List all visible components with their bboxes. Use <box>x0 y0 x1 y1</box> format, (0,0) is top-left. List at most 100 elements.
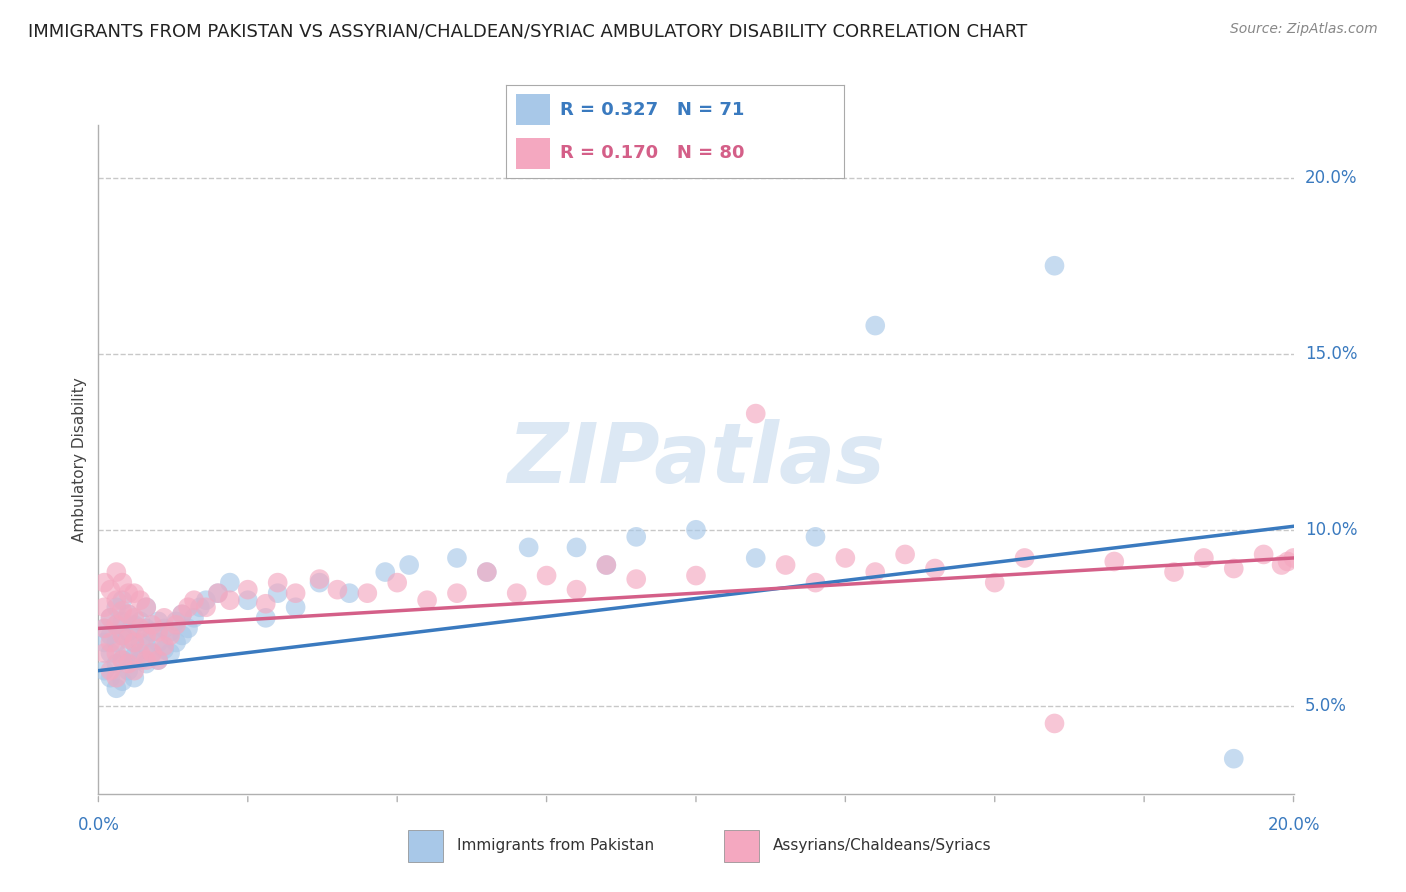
Point <box>1104 554 1126 568</box>
Point <box>111 575 134 590</box>
Point <box>536 568 558 582</box>
Point <box>93 664 115 678</box>
Point <box>135 600 157 615</box>
Point <box>446 586 468 600</box>
Point <box>124 618 146 632</box>
Point <box>117 664 139 678</box>
Point <box>188 600 211 615</box>
Point <box>98 628 122 642</box>
Point <box>111 653 134 667</box>
Point <box>111 604 134 618</box>
Point <box>236 582 259 597</box>
Point <box>1253 548 1275 562</box>
Point <box>284 600 307 615</box>
Point <box>111 674 134 689</box>
Point <box>124 586 146 600</box>
Point <box>129 653 152 667</box>
Point <box>129 646 152 660</box>
Point <box>124 635 146 649</box>
Point <box>207 586 229 600</box>
Point <box>117 624 139 639</box>
Point <box>194 600 218 615</box>
Point <box>565 582 588 597</box>
Point <box>159 628 181 642</box>
Point <box>804 530 827 544</box>
Point <box>1277 554 1299 568</box>
Bar <box>724 830 759 863</box>
Point <box>1014 551 1036 566</box>
Point <box>416 593 439 607</box>
Point <box>165 615 187 629</box>
Text: 5.0%: 5.0% <box>1305 697 1347 714</box>
Point <box>129 635 152 649</box>
Point <box>236 593 259 607</box>
Y-axis label: Ambulatory Disability: Ambulatory Disability <box>72 377 87 541</box>
Point <box>124 671 146 685</box>
Point <box>339 586 360 600</box>
Point <box>446 551 468 566</box>
Point <box>165 618 187 632</box>
Point <box>207 586 229 600</box>
Point <box>148 635 170 649</box>
Point <box>111 628 134 642</box>
Point <box>117 646 139 660</box>
Point <box>284 586 307 600</box>
Point <box>595 558 617 572</box>
Point <box>745 407 768 421</box>
Point <box>135 639 157 653</box>
Bar <box>408 830 443 863</box>
Point <box>172 628 194 642</box>
Point <box>517 541 540 555</box>
Point <box>1223 561 1246 575</box>
Point <box>141 618 163 632</box>
Point <box>177 600 200 615</box>
Point <box>135 657 157 671</box>
Point <box>177 621 200 635</box>
Point <box>124 664 146 678</box>
Point <box>254 597 277 611</box>
Point <box>105 600 128 615</box>
Point <box>685 568 707 582</box>
Point <box>804 575 827 590</box>
Point <box>356 586 378 600</box>
Point <box>117 607 139 622</box>
Text: 20.0%: 20.0% <box>1305 169 1357 186</box>
Point <box>117 586 139 600</box>
Point <box>129 593 152 607</box>
Point <box>93 646 115 660</box>
Point <box>111 628 134 642</box>
Point <box>98 582 122 597</box>
Text: Immigrants from Pakistan: Immigrants from Pakistan <box>457 838 654 853</box>
Point <box>865 318 887 333</box>
Point <box>98 664 122 678</box>
Point <box>624 530 647 544</box>
Point <box>124 635 146 649</box>
Bar <box>516 95 550 125</box>
Point <box>1043 716 1066 731</box>
Point <box>93 600 115 615</box>
Point <box>93 621 115 635</box>
Point <box>105 671 128 685</box>
Point <box>267 575 290 590</box>
Text: 20.0%: 20.0% <box>1267 816 1320 834</box>
Point <box>105 565 128 579</box>
Bar <box>516 138 550 169</box>
Point <box>111 615 134 629</box>
Text: Source: ZipAtlas.com: Source: ZipAtlas.com <box>1230 22 1378 37</box>
Point <box>865 565 887 579</box>
Point <box>1043 259 1066 273</box>
Point <box>159 646 181 660</box>
Point <box>141 646 163 660</box>
Point <box>398 558 420 572</box>
Point <box>105 635 128 649</box>
Point <box>148 615 170 629</box>
Point <box>98 611 122 625</box>
Point <box>98 611 122 625</box>
Point <box>685 523 707 537</box>
Text: Assyrians/Chaldeans/Syriacs: Assyrians/Chaldeans/Syriacs <box>773 838 991 853</box>
Point <box>308 572 330 586</box>
Point <box>219 593 242 607</box>
Point <box>135 653 157 667</box>
Point <box>475 565 498 579</box>
Point <box>135 628 157 642</box>
